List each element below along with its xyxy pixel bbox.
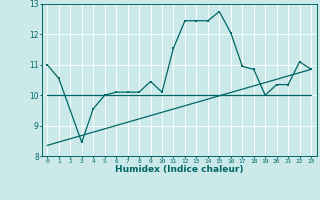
X-axis label: Humidex (Indice chaleur): Humidex (Indice chaleur) (115, 165, 244, 174)
